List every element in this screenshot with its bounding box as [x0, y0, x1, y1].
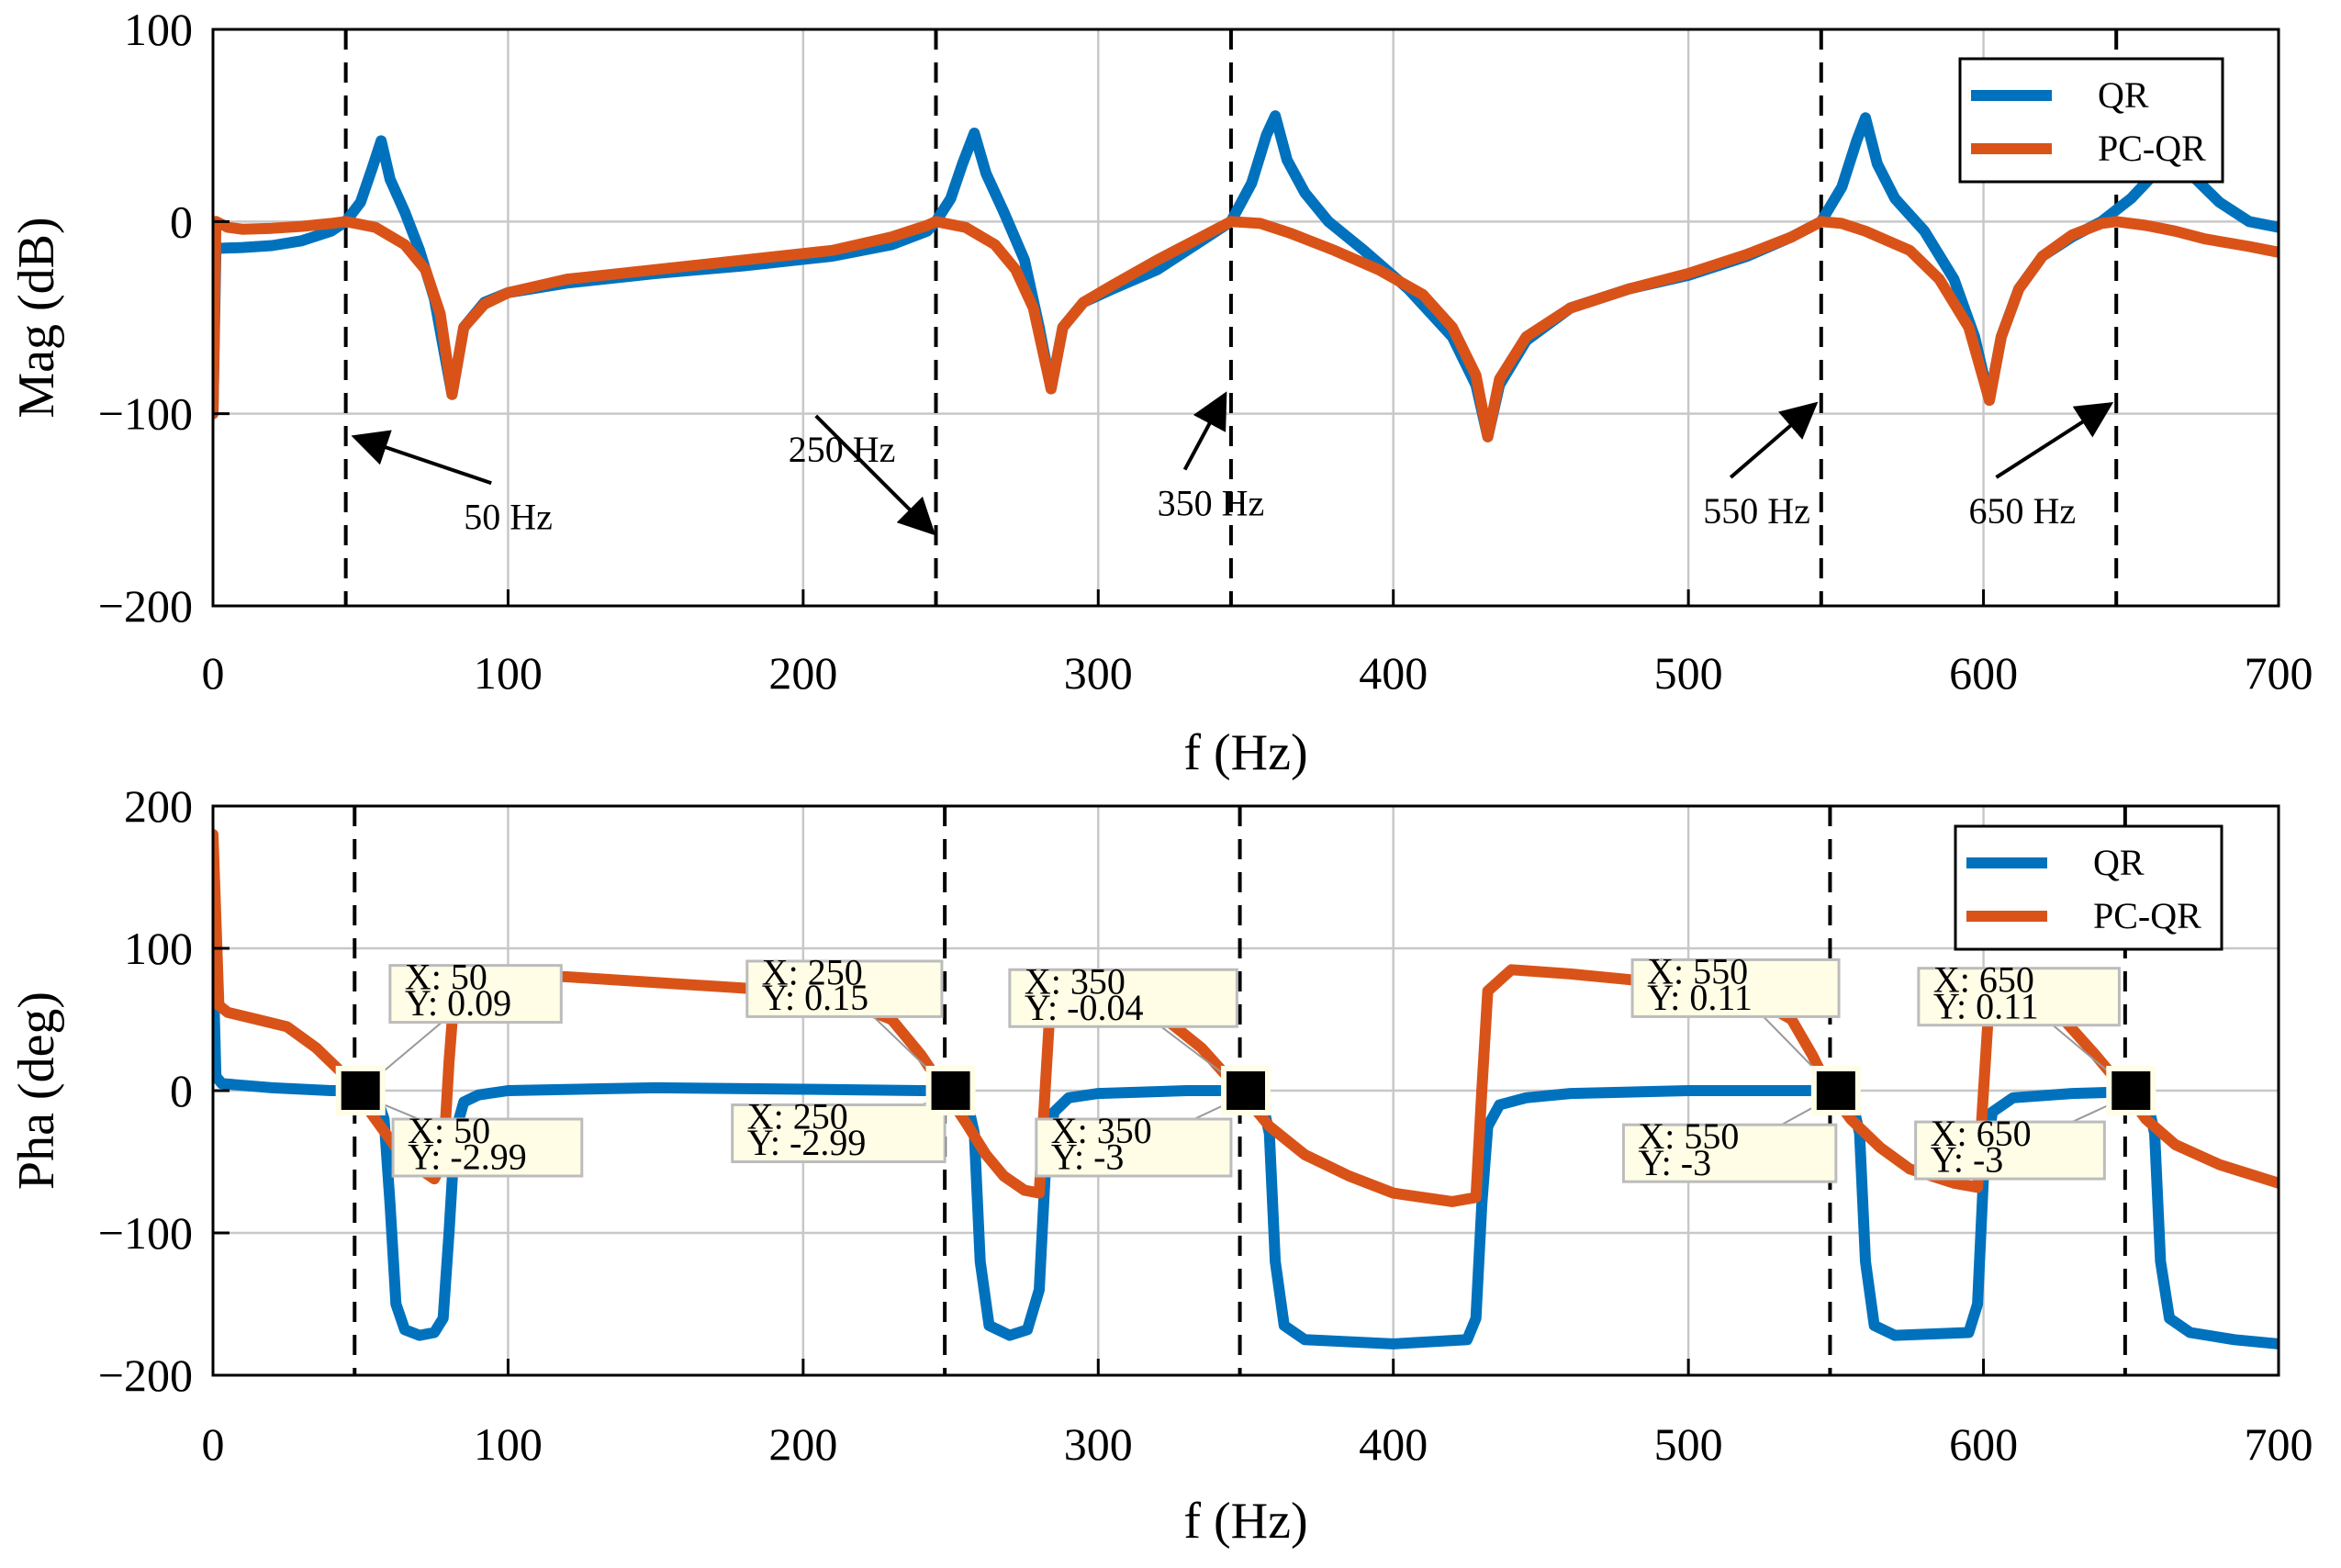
x-tick-label: 200: [768, 1418, 837, 1470]
y-tick-label: 200: [124, 780, 193, 832]
datatip-x-label: X: 50: [408, 1110, 490, 1151]
axes-box: [211, 28, 2280, 608]
legend-box: [1958, 57, 2224, 184]
legend-label: QR: [2098, 74, 2149, 116]
x-tick-label: 500: [1654, 647, 1723, 699]
datatip-x-label: X: 350: [1051, 1110, 1152, 1151]
x-tick-label: 700: [2245, 647, 2313, 699]
datatip-box: [1008, 968, 1238, 1028]
y-tick-label: 0: [170, 196, 193, 247]
y-tick-label: −200: [98, 580, 193, 632]
annotation-arrow: [351, 430, 492, 486]
x-tick-label: 700: [2245, 1418, 2313, 1470]
y-tick-label: 100: [124, 4, 193, 55]
x-tick-label: 600: [1949, 1418, 2018, 1470]
y-axis-title: Pha (deg): [8, 991, 65, 1190]
y-tick-label: 100: [124, 923, 193, 974]
x-tick-label: 0: [202, 647, 225, 699]
datatip-box: [1917, 967, 2121, 1027]
datatip-box: [731, 1103, 946, 1163]
legend-label: PC-QR: [2098, 128, 2206, 169]
magnitude-plot: 50 Hz 250 Hz 350 Hz 550 Hz 650 Hz 0 100 200 300 4…: [8, 4, 2313, 781]
datatip-x-label: X: 650: [1931, 1113, 2032, 1154]
datatip-box: [391, 1117, 584, 1178]
x-tick-label: 300: [1064, 647, 1133, 699]
series-line-pc-qr: [213, 216, 2279, 442]
datatip-box: [1914, 1120, 2106, 1181]
y-axis-title: Mag (dB): [8, 217, 65, 418]
legend-label: PC-QR: [2093, 895, 2201, 936]
datatip-x-label: X: 250: [747, 1096, 848, 1137]
y-tick-label: 0: [170, 1065, 193, 1116]
datatip-y-label: Y: -2.99: [747, 1122, 867, 1163]
datatip-y-label: Y: 0.09: [405, 982, 511, 1024]
x-tick-label: 400: [1359, 647, 1428, 699]
annotation-label: 250 Hz: [789, 429, 896, 470]
legend: QR PC-QR: [1958, 57, 2224, 184]
x-tick-label: 100: [474, 1418, 543, 1470]
datatip-x-label: X: 250: [762, 951, 863, 992]
datatip-marker: [2106, 1066, 2156, 1115]
datatip-y-label: Y: 0.11: [1933, 985, 2039, 1026]
datatip-y-label: Y: -0.04: [1025, 987, 1144, 1028]
x-tick-label: 100: [474, 647, 543, 699]
x-tick-label: 200: [768, 647, 837, 699]
datatip-box: [1621, 1123, 1838, 1183]
annotation-arrow: [1182, 391, 1227, 471]
datatip-x-label: X: 350: [1025, 960, 1126, 1002]
datatip-marker: [925, 1066, 976, 1115]
datatip-y-label: Y: 0.15: [762, 977, 868, 1018]
datatip-marker: [1810, 1066, 1861, 1115]
datatip-x-label: X: 550: [1638, 1115, 1739, 1157]
legend-label: QR: [2093, 842, 2145, 883]
datatip-y-label: Y: 0.11: [1647, 977, 1753, 1018]
datatip-y-label: Y: -2.99: [408, 1137, 527, 1178]
datatip-box: [1630, 958, 1841, 1018]
datatip-box: [745, 959, 944, 1018]
datatip-x-label: X: 550: [1647, 950, 1748, 991]
annotation-arrow: [1729, 401, 1819, 479]
x-tick-label: 400: [1359, 1418, 1428, 1470]
annotation-label: 50 Hz: [464, 496, 553, 537]
x-tick-label: 500: [1654, 1418, 1723, 1470]
datatip-y-label: Y: -3: [1931, 1139, 2004, 1181]
x-axis-title: f (Hz): [1183, 1493, 1307, 1550]
y-tick-label: −100: [98, 388, 193, 440]
y-tick-label: −100: [98, 1207, 193, 1259]
x-tick-label: 0: [202, 1418, 225, 1470]
y-tick-label: −200: [98, 1350, 193, 1401]
x-tick-label: 600: [1949, 647, 2018, 699]
annotation-label: 650 Hz: [1969, 490, 2077, 532]
datatip-x-label: X: 650: [1933, 959, 2034, 1001]
annotation-label: 550 Hz: [1703, 490, 1810, 532]
datatip-box: [388, 964, 563, 1025]
annotation-label: 350 Hz: [1158, 483, 1265, 524]
datatip-y-label: Y: -3: [1638, 1142, 1711, 1183]
datatip-marker: [335, 1066, 386, 1115]
annotation-arrow: [1995, 402, 2114, 479]
legend: QR PC-QR: [1954, 824, 2223, 951]
legend-box: [1954, 824, 2223, 951]
datatip-y-label: Y: -3: [1051, 1137, 1125, 1178]
annotation-arrow: [814, 414, 936, 536]
datatip-marker: [1221, 1066, 1271, 1115]
x-tick-label: 300: [1064, 1418, 1133, 1470]
x-axis-title: f (Hz): [1183, 724, 1307, 781]
datatip-box: [1035, 1117, 1233, 1178]
datatip-x-label: X: 50: [405, 957, 487, 998]
